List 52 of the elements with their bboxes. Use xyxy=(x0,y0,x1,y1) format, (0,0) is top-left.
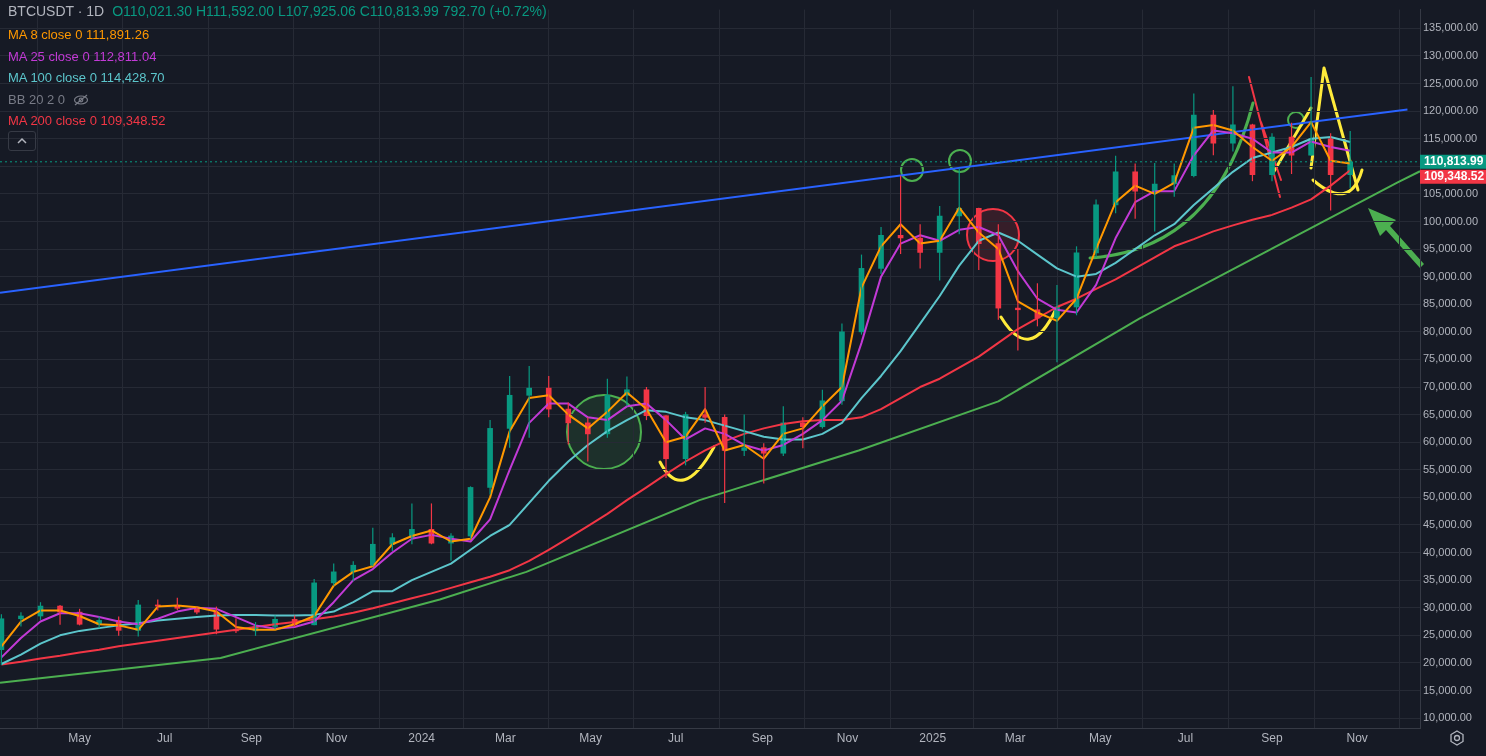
y-tick-label: 65,000.00 xyxy=(1423,407,1472,420)
x-tick-label: Jul xyxy=(668,730,684,745)
x-tick-label: May xyxy=(579,730,602,745)
y-tick-label: 115,000.00 xyxy=(1423,131,1478,144)
y-tick-label: 80,000.00 xyxy=(1423,324,1472,337)
chart-subtitle: O110,021.30 H111,592.00 L107,925.06 C110,813.99 792.70 (+0.72%) xyxy=(112,3,547,19)
x-tick-label: Mar xyxy=(1004,730,1026,745)
annotation: BB 20 2 0 xyxy=(8,91,66,107)
y-tick-label: 90,000.00 xyxy=(1423,269,1472,282)
ref-line-label: 110,813.99 xyxy=(1424,154,1484,169)
x-tick-label: 2024 xyxy=(408,730,436,745)
text: MA 8 close 0 111,891.26 xyxy=(8,26,151,44)
x-tick-label: May xyxy=(1088,730,1112,745)
text: MA 25 close 0 112,811.04 xyxy=(8,47,158,66)
y-tick-label: 40,000.00 xyxy=(1423,545,1472,558)
y-tick-label: 120,000.00 xyxy=(1423,104,1479,117)
x-tick-label: Nov xyxy=(1346,730,1368,745)
y-tick-label: 105,000.00 xyxy=(1423,186,1479,199)
y-tick-label: 15,000.00 xyxy=(1423,683,1472,696)
y-tick-label: 75,000.00 xyxy=(1423,352,1472,365)
x-tick-label: Sep xyxy=(751,730,774,745)
y-tick-label: 20,000.00 xyxy=(1423,655,1472,668)
x-tick-label: Jul xyxy=(157,730,173,745)
y-tick-label: 125,000.00 xyxy=(1423,76,1479,89)
x-tick-label: Jul xyxy=(1177,730,1194,745)
y-tick-label: 70,000.00 xyxy=(1423,380,1472,393)
text: MA 100 close 0 114,428.70 xyxy=(8,69,166,87)
y-tick-label: 55,000.00 xyxy=(1423,462,1472,475)
x-tick-label: May xyxy=(68,730,91,745)
x-tick-label: Nov xyxy=(325,730,348,745)
y-tick-label: 35,000.00 xyxy=(1423,573,1472,586)
y-tick-label: 50,000.00 xyxy=(1423,490,1472,503)
y-tick-label: 25,000.00 xyxy=(1423,628,1472,641)
y-tick-label: 100,000.00 xyxy=(1423,214,1479,227)
y-tick-label: 85,000.00 xyxy=(1423,297,1472,310)
y-tick-label: 95,000.00 xyxy=(1423,242,1472,255)
x-tick-label: 2025 xyxy=(919,730,947,745)
y-tick-label: 30,000.00 xyxy=(1423,600,1472,613)
x-tick-label: Mar xyxy=(495,730,516,745)
y-tick-label: 60,000.00 xyxy=(1423,435,1472,448)
y-tick-label: 45,000.00 xyxy=(1423,517,1472,530)
candlestick xyxy=(741,414,748,457)
text: MA 200 close 0 109,348.52 xyxy=(8,112,166,130)
x-tick-label: Sep xyxy=(240,730,263,745)
chart-title: BTCUSDT · 1D xyxy=(8,3,105,19)
y-tick-label: 130,000.00 xyxy=(1423,48,1479,61)
x-tick-label: Nov xyxy=(836,730,859,745)
y-tick-label: 135,000.00 xyxy=(1423,21,1479,34)
candlestick xyxy=(526,365,533,439)
y-tick-label: 10,000.00 xyxy=(1423,711,1472,724)
x-tick-label: Sep xyxy=(1261,730,1283,745)
text: 109,348.52 xyxy=(1424,169,1485,184)
